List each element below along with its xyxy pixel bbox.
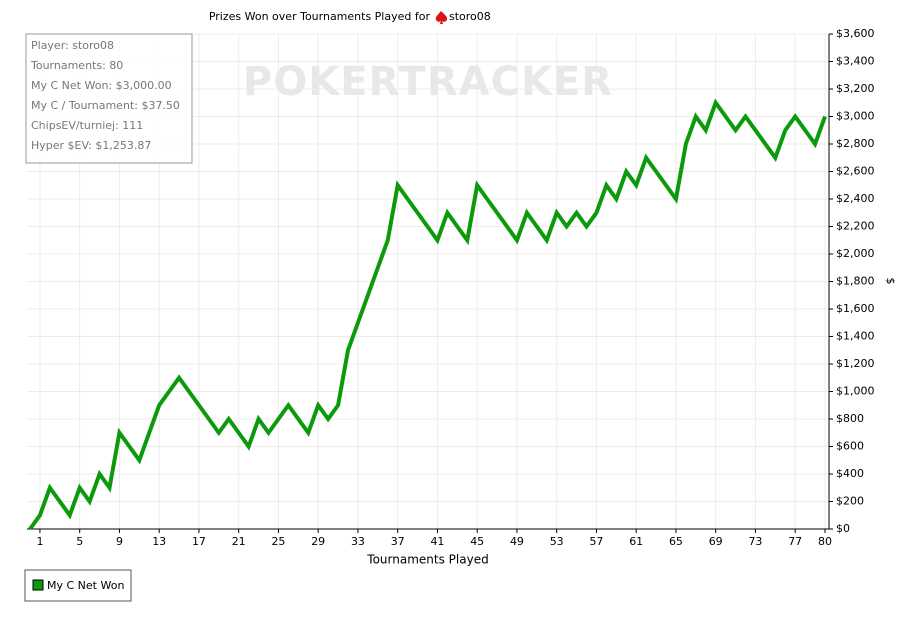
y-axis-label: $: [884, 278, 897, 285]
y-tick-label: $1,400: [836, 330, 875, 343]
x-tick-label: 1: [36, 535, 43, 548]
watermark: POKERTRACKER: [243, 59, 613, 105]
x-tick-label: 65: [669, 535, 683, 548]
stat-line: Tournaments: 80: [30, 59, 123, 72]
y-tick-label: $2,000: [836, 247, 875, 260]
data-line: [28, 98, 827, 531]
y-tick-label: $2,400: [836, 192, 875, 205]
x-tick-label: 77: [788, 535, 802, 548]
stat-line: My C Net Won: $3,000.00: [31, 79, 172, 92]
x-tick-label: 13: [152, 535, 166, 548]
y-tick-label: $3,600: [836, 27, 875, 40]
stat-line: ChipsEV/turniej: 111: [31, 119, 143, 132]
x-tick-label: 49: [510, 535, 524, 548]
x-tick-label: 41: [430, 535, 444, 548]
y-tick-label: $800: [836, 412, 864, 425]
y-tick-label: $3,400: [836, 55, 875, 68]
legend-label: My C Net Won: [47, 579, 124, 592]
x-tick-label: 53: [550, 535, 564, 548]
x-tick-label: 45: [470, 535, 484, 548]
y-tick-label: $2,800: [836, 137, 875, 150]
y-tick-label: $0: [836, 522, 850, 535]
y-tick-label: $600: [836, 440, 864, 453]
x-tick-label: 33: [351, 535, 365, 548]
chart-title: Prizes Won over Tournaments Played for: [209, 10, 431, 23]
x-tick-label: 9: [116, 535, 123, 548]
x-tick-label: 5: [76, 535, 83, 548]
stat-line: Player: storo08: [31, 39, 114, 52]
stat-line: Hyper $EV: $1,253.87: [31, 139, 151, 152]
x-tick-label: 61: [629, 535, 643, 548]
stats-box: [25, 33, 193, 164]
x-tick-label: 73: [748, 535, 762, 548]
x-tick-label: 25: [271, 535, 285, 548]
x-tick-label: 29: [311, 535, 325, 548]
x-tick-label: 69: [709, 535, 723, 548]
x-tick-label: 57: [589, 535, 603, 548]
x-tick-label: 17: [192, 535, 206, 548]
x-tick-label: 21: [232, 535, 246, 548]
x-tick-label: 37: [391, 535, 405, 548]
x-axis-label: Tournaments Played: [366, 553, 488, 567]
spade-icon: [435, 11, 448, 24]
stat-line: My C / Tournament: $37.50: [31, 99, 180, 112]
plot: [27, 33, 829, 530]
y-tick-label: $3,200: [836, 82, 875, 95]
y-tick-label: $2,200: [836, 220, 875, 233]
y-tick-label: $1,800: [836, 275, 875, 288]
x-tick-label: 80: [818, 535, 832, 548]
y-tick-label: $2,600: [836, 165, 875, 178]
y-tick-label: $3,000: [836, 110, 875, 123]
chart-title-player: storo08: [449, 10, 491, 23]
y-tick-label: $1,200: [836, 357, 875, 370]
y-tick-label: $1,600: [836, 302, 875, 315]
y-tick-label: $400: [836, 467, 864, 480]
legend-swatch: [32, 579, 44, 591]
y-tick-label: $200: [836, 495, 864, 508]
y-tick-label: $1,000: [836, 385, 875, 398]
